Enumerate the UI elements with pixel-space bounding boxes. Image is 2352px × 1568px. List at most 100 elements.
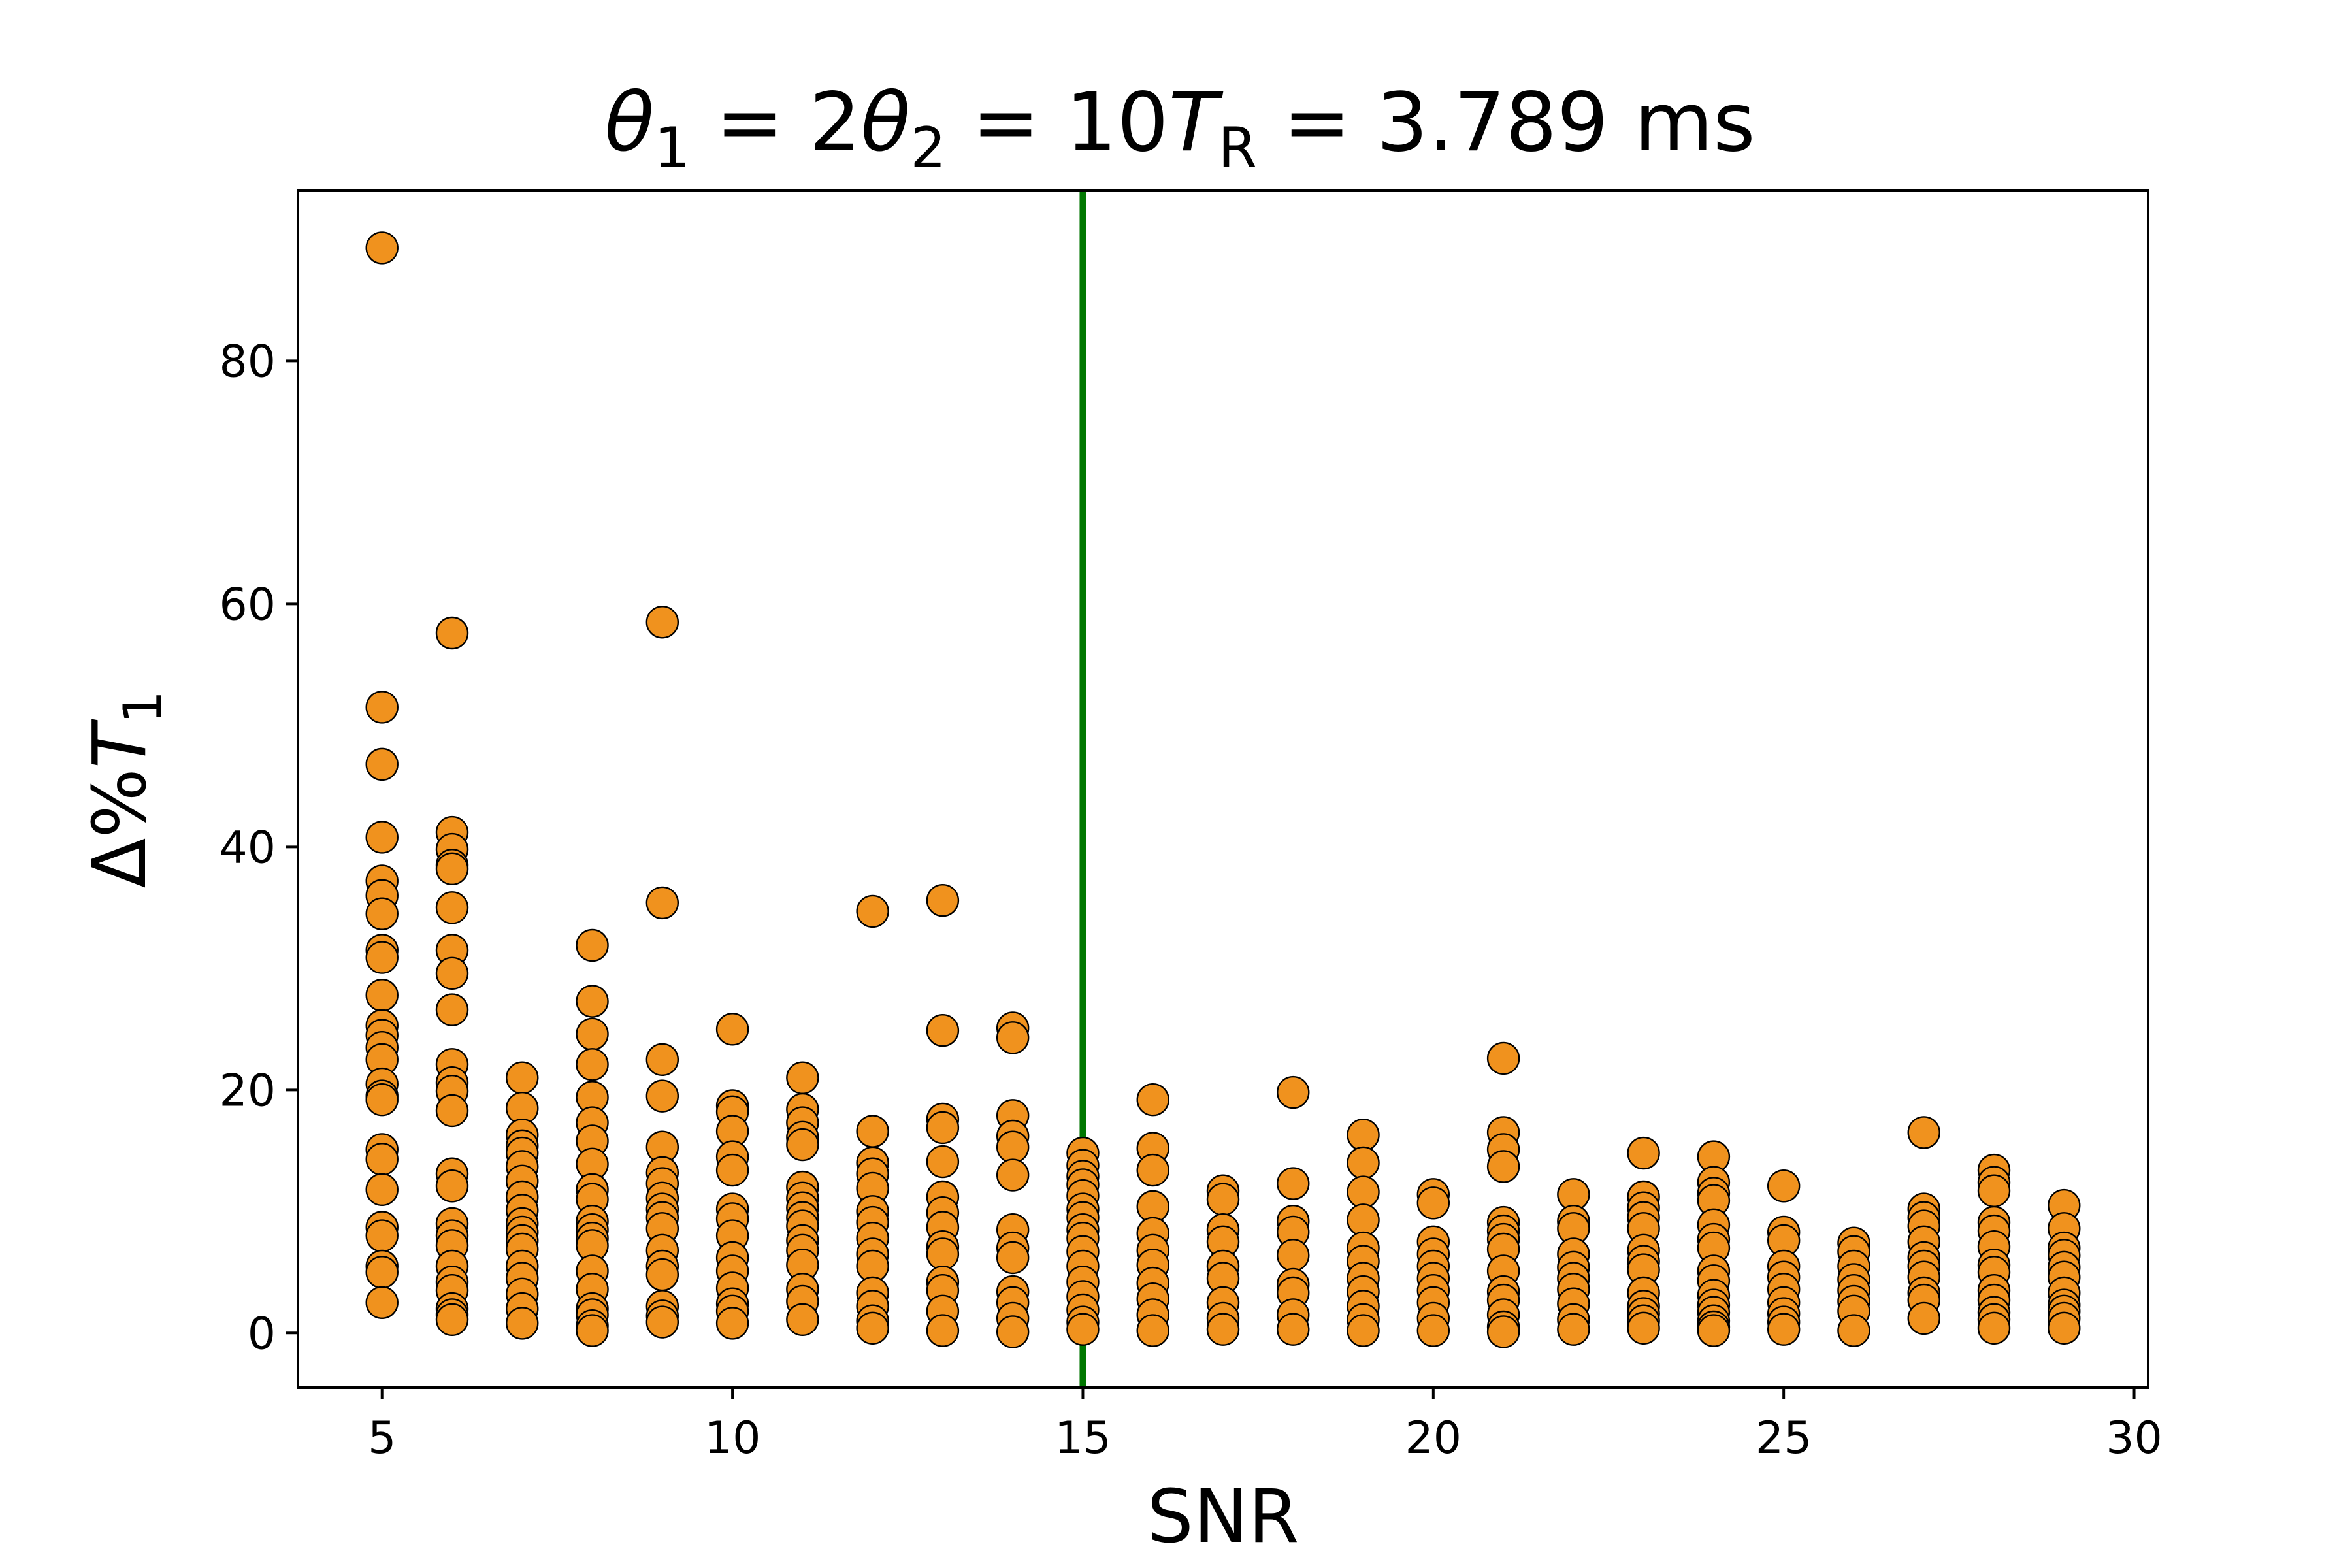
data-point [365, 1143, 399, 1176]
data-point [645, 1079, 679, 1113]
data-point [506, 1307, 539, 1340]
data-point [365, 231, 399, 265]
data-point [435, 993, 469, 1026]
data-point [1136, 1083, 1169, 1117]
plot-area-frame [297, 189, 2149, 1389]
data-point [435, 956, 469, 990]
data-point [365, 979, 399, 1012]
y-tick-label: 40 [219, 822, 276, 874]
data-point [1347, 1146, 1380, 1180]
data-points [365, 231, 2081, 1348]
data-point [1697, 1314, 1731, 1347]
data-point [786, 1128, 819, 1162]
y-axis-label: Δ%T1 [78, 691, 173, 888]
data-point [1066, 1313, 1100, 1346]
x-tick-label: 20 [1405, 1413, 1462, 1464]
data-point [576, 928, 609, 962]
y-label-prefix: Δ% [78, 768, 163, 888]
x-tick-label: 25 [1756, 1413, 1812, 1464]
data-point [1627, 1136, 1660, 1170]
data-point [365, 691, 399, 724]
data-point [365, 941, 399, 974]
title-subscript: 1 [654, 116, 690, 181]
y-label-symbol: T [78, 719, 163, 768]
data-point [1486, 1315, 1520, 1348]
title-symbol: θ [861, 76, 911, 170]
data-point [715, 1013, 749, 1046]
data-point [715, 1307, 749, 1340]
data-point [786, 1061, 819, 1094]
data-point [1347, 1314, 1380, 1347]
data-point [1907, 1301, 1940, 1335]
data-point [365, 821, 399, 854]
data-point [1627, 1311, 1660, 1345]
data-point [435, 1094, 469, 1128]
data-point [435, 852, 469, 886]
data-point [1767, 1169, 1801, 1203]
data-point [856, 1311, 889, 1345]
data-point [645, 1258, 679, 1292]
data-point [576, 1017, 609, 1051]
data-point [926, 1314, 960, 1347]
data-point [365, 897, 399, 930]
title-symbol: T [1169, 76, 1224, 170]
data-point [435, 891, 469, 924]
data-point [1136, 1153, 1169, 1187]
data-point [576, 1314, 609, 1347]
title-value: = 2 [690, 76, 861, 170]
data-point [1347, 1203, 1380, 1237]
title-value: = 10 [946, 76, 1169, 170]
data-point [856, 894, 889, 928]
x-tick-label: 15 [1054, 1413, 1111, 1464]
data-point [2048, 1311, 2081, 1345]
title-subscript: R [1218, 116, 1257, 181]
data-point [1347, 1118, 1380, 1152]
title-value: = 3.789 ms [1257, 76, 1756, 170]
x-axis-label: SNR [1147, 1475, 1299, 1560]
data-point [996, 1315, 1030, 1348]
data-point [1416, 1314, 1450, 1347]
data-point [1277, 1075, 1310, 1109]
data-point [1977, 1174, 2011, 1207]
data-point [1347, 1175, 1380, 1209]
data-point [926, 1145, 960, 1179]
data-point [435, 1169, 469, 1203]
data-point [1277, 1239, 1310, 1272]
data-point [715, 1153, 749, 1187]
data-point [1977, 1311, 2011, 1345]
data-point [1486, 1150, 1520, 1183]
data-point [1277, 1167, 1310, 1200]
data-point [645, 1305, 679, 1339]
data-point [786, 1303, 819, 1337]
data-point [645, 606, 679, 639]
data-point [926, 883, 960, 917]
data-point [926, 1013, 960, 1047]
data-point [1767, 1313, 1801, 1346]
data-point [996, 1241, 1030, 1275]
x-tick-label: 30 [2106, 1413, 2163, 1464]
data-point [365, 1219, 399, 1252]
data-point [1837, 1314, 1870, 1347]
data-point [996, 1158, 1030, 1192]
y-tick-label: 60 [219, 579, 276, 630]
data-point [365, 747, 399, 781]
y-axis: 0 20 40 60 80 [219, 336, 298, 1360]
y-tick-label: 20 [219, 1065, 276, 1117]
x-tick-label: 5 [368, 1413, 396, 1464]
title-symbol: θ [604, 76, 654, 170]
data-point [645, 1043, 679, 1077]
data-point [435, 616, 469, 650]
data-point [996, 1021, 1030, 1054]
data-point [1277, 1313, 1310, 1346]
data-point [1557, 1313, 1590, 1346]
data-point [1136, 1314, 1169, 1347]
data-point [365, 1286, 399, 1320]
x-axis: 5 10 15 20 25 30 [368, 1388, 2163, 1464]
data-point [576, 1048, 609, 1081]
data-point [1907, 1116, 1940, 1149]
data-point [926, 1111, 960, 1145]
data-point [576, 985, 609, 1018]
data-point [1206, 1313, 1240, 1346]
data-point [435, 1303, 469, 1337]
